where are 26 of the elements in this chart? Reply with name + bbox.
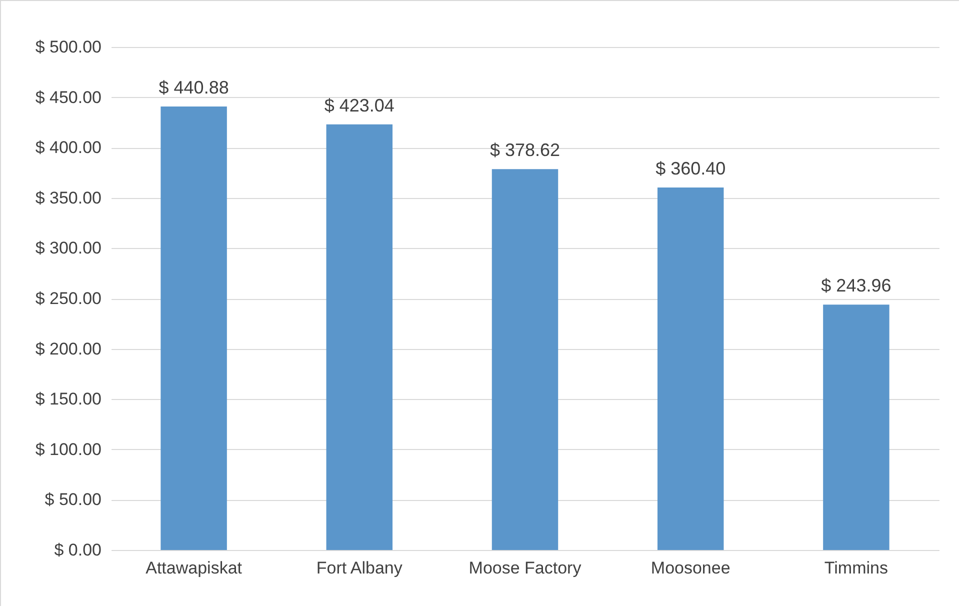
data-label: $ 440.88 xyxy=(158,77,229,98)
data-label: $ 243.96 xyxy=(821,276,892,296)
y-tick-label: $ 100.00 xyxy=(35,440,102,459)
y-tick-label: $ 200.00 xyxy=(35,339,102,358)
y-tick-label: $ 150.00 xyxy=(35,390,102,409)
x-tick-label: Attawapiskat xyxy=(146,558,242,578)
y-tick-label: $ 250.00 xyxy=(35,289,102,308)
x-tick-label: Timmins xyxy=(824,558,888,578)
y-tick-label: $ 500.00 xyxy=(35,38,102,56)
data-label: $ 423.04 xyxy=(324,95,394,116)
bar xyxy=(823,304,890,550)
data-label: $ 360.40 xyxy=(656,158,726,178)
bar xyxy=(326,124,393,550)
x-tick-label: Moosonee xyxy=(650,558,730,578)
x-tick-label: Moose Factory xyxy=(468,558,582,578)
y-tick-label: $ 450.00 xyxy=(35,88,102,107)
y-tick-label: $ 50.00 xyxy=(44,490,102,510)
bar xyxy=(657,187,724,550)
y-tick-label: $ 0.00 xyxy=(54,540,102,560)
bar xyxy=(492,169,558,550)
y-tick-label: $ 400.00 xyxy=(35,138,102,158)
y-tick-label: $ 300.00 xyxy=(35,238,102,258)
data-label: $ 378.62 xyxy=(490,140,560,160)
y-tick-label: $ 350.00 xyxy=(35,188,102,208)
x-tick-label: Fort Albany xyxy=(316,558,403,578)
bar xyxy=(160,106,227,550)
